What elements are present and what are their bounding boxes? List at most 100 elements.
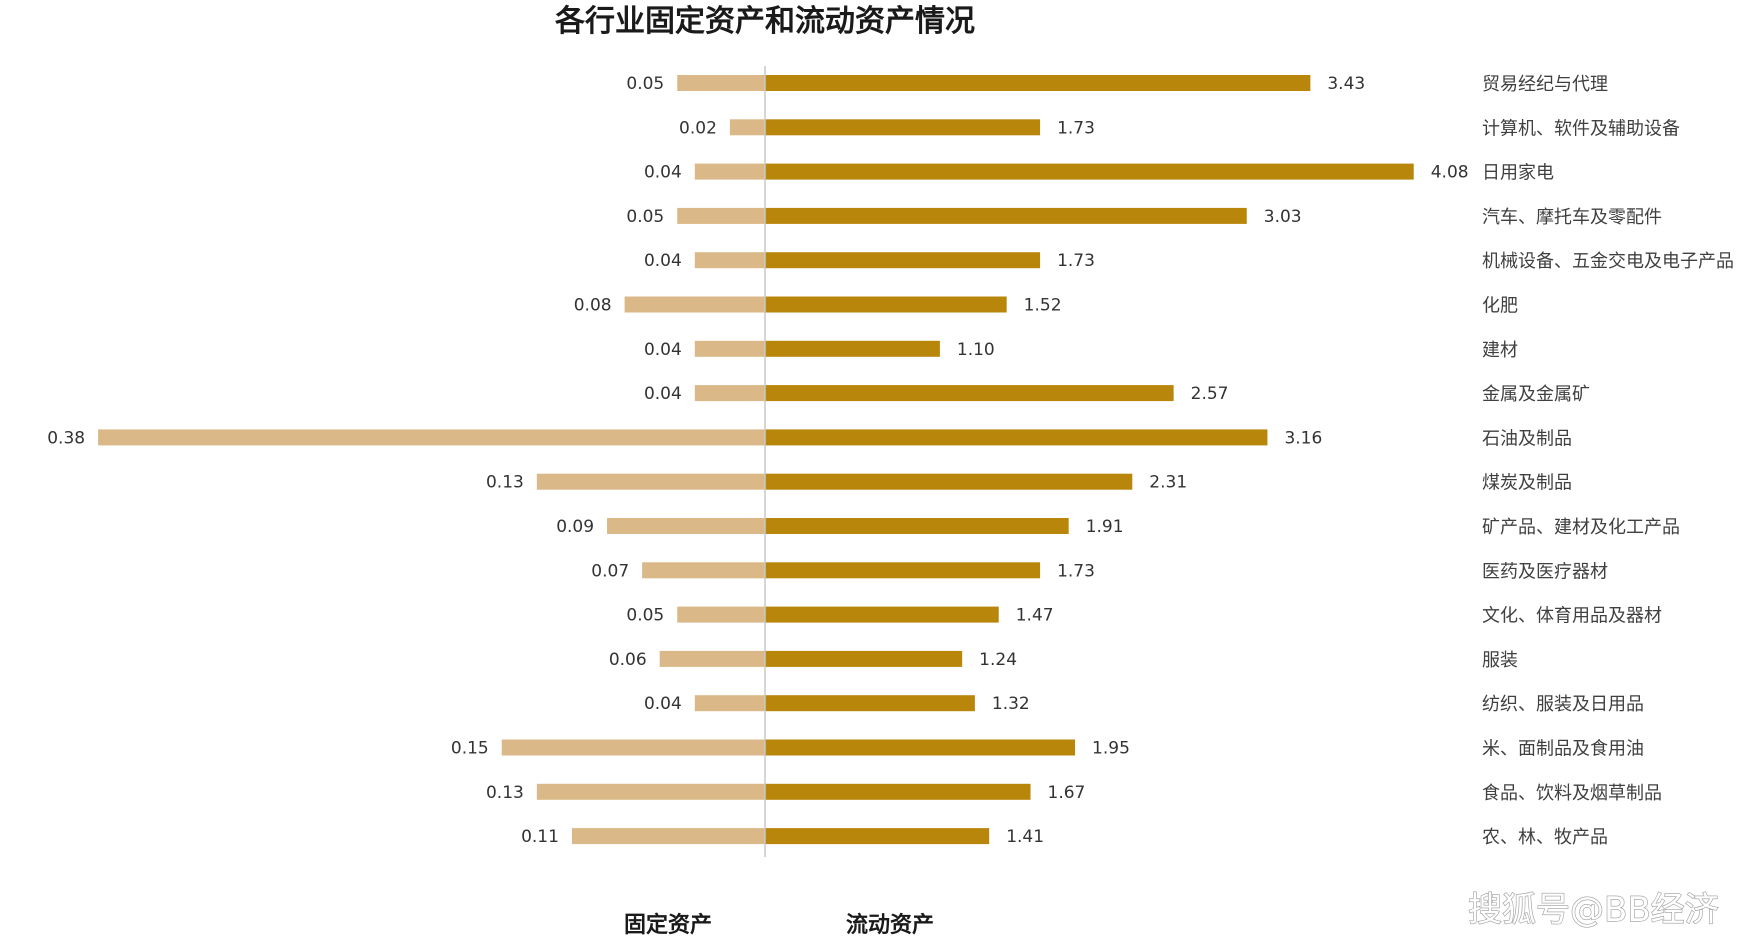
current-assets-bar [765,296,1007,313]
current-assets-bars [765,75,1414,845]
fixed-assets-bar [694,385,765,402]
fixed-assets-bar [677,207,765,224]
current-assets-bar [765,340,940,357]
current-assets-bar [765,163,1414,180]
current-assets-bar [765,207,1247,224]
fixed-assets-bar [694,340,765,357]
current-assets-bar [765,252,1041,269]
fixed-assets-bar [659,650,765,667]
category-label: 服装 [1482,650,1518,671]
fixed-assets-value-label: 0.06 [609,650,647,670]
fixed-assets-bar [536,473,765,490]
current-assets-bar [765,518,1069,534]
fixed-assets-bar [694,695,765,712]
current-assets-bar [765,429,1268,446]
fixed-assets-value-label: 0.04 [644,694,682,714]
fixed-assets-value-label: 0.08 [574,296,612,316]
category-label: 纺织、服装及日用品 [1482,694,1644,715]
chart-title: 各行业固定资产和流动资产情况 [554,4,975,39]
current-assets-bar [765,695,975,712]
fixed-assets-bar [694,252,765,269]
fixed-assets-value-label: 0.11 [521,827,559,847]
current-assets-value-label: 3.03 [1264,207,1302,227]
current-assets-value-label: 1.67 [1048,783,1086,803]
current-assets-value-label: 4.08 [1431,163,1469,183]
current-assets-value-label: 1.52 [1024,296,1062,316]
fixed-assets-bars [98,75,766,845]
current-assets-bar [765,650,963,667]
fixed-assets-bar [642,562,765,579]
category-label: 文化、体育用品及器材 [1482,606,1662,627]
category-label: 食品、饮料及烟草制品 [1482,783,1662,804]
current-assets-bar [765,562,1041,579]
fixed-assets-value-labels: 0.05 0.02 0.04 0.05 0.04 0.08 0.04 0.04 0.38 0.13… [47,74,717,847]
fixed-assets-bar [729,119,765,136]
fixed-assets-bar [98,429,766,446]
category-label: 矿产品、建材及化工产品 [1482,517,1680,538]
fixed-assets-bar [571,828,765,845]
current-assets-value-label: 3.43 [1327,74,1365,94]
fixed-assets-bar [694,163,765,180]
fixed-assets-bar [607,518,765,534]
current-assets-value-label: 1.73 [1057,251,1095,271]
category-label: 米、面制品及食用油 [1482,739,1644,760]
current-assets-value-label: 3.16 [1284,428,1322,448]
category-label: 贸易经纪与代理 [1482,74,1608,95]
fixed-assets-bar [624,296,765,313]
current-assets-bar [765,75,1311,91]
current-assets-value-label: 1.73 [1057,118,1095,138]
fixed-assets-value-label: 0.04 [644,340,682,360]
current-assets-value-label: 1.41 [1006,827,1044,847]
current-assets-value-label: 1.47 [1016,606,1054,626]
fixed-assets-value-label: 0.13 [486,783,524,803]
fixed-assets-value-label: 0.04 [644,384,682,404]
fixed-assets-value-label: 0.09 [556,517,594,537]
fixed-assets-value-label: 0.02 [679,118,717,138]
category-label: 化肥 [1482,296,1518,317]
category-label: 煤炭及制品 [1482,473,1572,494]
category-label: 医药及医疗器材 [1482,561,1608,582]
fixed-assets-value-label: 0.07 [591,561,629,581]
legend-fixed-assets: 固定资产 [624,912,712,938]
category-label: 石油及制品 [1482,428,1572,449]
current-assets-value-label: 1.32 [992,694,1030,714]
current-assets-value-label: 1.24 [979,650,1017,670]
category-label: 机械设备、五金交电及电子产品 [1482,251,1734,272]
current-assets-bar [765,473,1133,490]
fixed-assets-value-label: 0.04 [644,251,682,271]
legend-current-assets: 流动资产 [846,912,934,938]
fixed-assets-value-label: 0.15 [451,739,489,759]
current-assets-bar [765,783,1031,800]
fixed-assets-value-label: 0.04 [644,163,682,183]
fixed-assets-value-label: 0.05 [626,74,664,94]
current-assets-bar [765,739,1076,756]
category-label: 金属及金属矿 [1482,384,1590,405]
current-assets-bar [765,606,999,623]
category-label: 农、林、牧产品 [1482,827,1608,848]
current-assets-value-label: 1.73 [1057,561,1095,581]
current-assets-bar [765,828,990,845]
fixed-assets-bar [677,75,765,91]
category-labels: 贸易经纪与代理计算机、软件及辅助设备日用家电汽车、摩托车及零配件机械设备、五金交… [1482,74,1734,848]
fixed-assets-value-label: 0.05 [626,606,664,626]
current-assets-bar [765,385,1174,402]
current-assets-value-labels: 3.43 1.73 4.08 3.03 1.73 1.52 1.10 2.57 3.16 2.31… [957,74,1469,847]
category-label: 建材 [1482,340,1518,361]
current-assets-value-label: 1.95 [1092,739,1130,759]
current-assets-bar [765,119,1041,136]
fixed-assets-value-label: 0.13 [486,473,524,493]
watermark: 搜狐号@BB经济 [1468,890,1719,930]
category-label: 计算机、软件及辅助设备 [1482,118,1680,139]
fixed-assets-bar [536,783,765,800]
category-label: 日用家电 [1482,163,1554,184]
fixed-assets-bar [501,739,765,756]
fixed-assets-bar [677,606,765,623]
category-label: 汽车、摩托车及零配件 [1482,207,1662,228]
current-assets-value-label: 1.91 [1086,517,1124,537]
current-assets-value-label: 2.57 [1191,384,1229,404]
current-assets-value-label: 2.31 [1149,473,1187,493]
current-assets-value-label: 1.10 [957,340,995,360]
fixed-assets-value-label: 0.05 [626,207,664,227]
fixed-assets-value-label: 0.38 [47,428,85,448]
